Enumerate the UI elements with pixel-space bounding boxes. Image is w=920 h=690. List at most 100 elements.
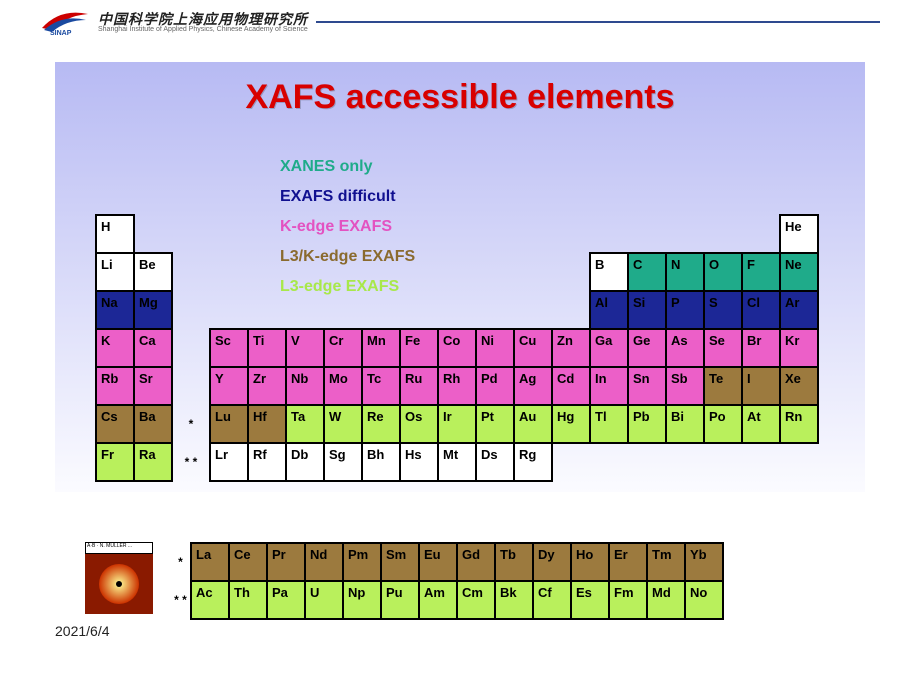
element-cell-am: Am (419, 581, 457, 619)
element-cell-ra: Ra (134, 443, 172, 481)
element-cell-rb: Rb (96, 367, 134, 405)
element-cell-pt: Pt (476, 405, 514, 443)
thumb-caption: A·B · N. MÜLLER ... (85, 542, 153, 554)
element-cell-fm: Fm (609, 581, 647, 619)
element-cell-o: O (704, 253, 742, 291)
element-cell-co: Co (438, 329, 476, 367)
element-cell-kr: Kr (780, 329, 818, 367)
element-cell-xe: Xe (780, 367, 818, 405)
element-cell-bk: Bk (495, 581, 533, 619)
element-cell-rh: Rh (438, 367, 476, 405)
fblock-marker: * (171, 543, 191, 581)
element-cell-ac: Ac (191, 581, 229, 619)
element-cell-ba: Ba (134, 405, 172, 443)
element-cell-mt: Mt (438, 443, 476, 481)
element-cell-fe: Fe (400, 329, 438, 367)
element-cell-ag: Ag (514, 367, 552, 405)
lanthanide-marker: * * (172, 443, 210, 481)
element-cell-v: V (286, 329, 324, 367)
element-cell-as: As (666, 329, 704, 367)
element-cell-n: N (666, 253, 704, 291)
fblock-table: *LaCePrNdPmSmEuGdTbDyHoErTmYb* *AcThPaUN… (95, 542, 724, 620)
element-cell-mg: Mg (134, 291, 172, 329)
element-cell-os: Os (400, 405, 438, 443)
fblock-marker: * * (171, 581, 191, 619)
element-cell-md: Md (647, 581, 685, 619)
element-cell-ca: Ca (134, 329, 172, 367)
element-cell-mo: Mo (324, 367, 362, 405)
element-cell-tb: Tb (495, 543, 533, 581)
element-cell-pr: Pr (267, 543, 305, 581)
element-cell-cr: Cr (324, 329, 362, 367)
element-cell-be: Be (134, 253, 172, 291)
legend-item: XANES only (280, 152, 415, 182)
element-cell-bi: Bi (666, 405, 704, 443)
page-header: SINAP 中国科学院上海应用物理研究所 Shanghai Institute … (0, 0, 920, 38)
element-cell-th: Th (229, 581, 267, 619)
diffraction-orb-icon (99, 564, 139, 604)
element-cell-re: Re (362, 405, 400, 443)
element-cell-rn: Rn (780, 405, 818, 443)
element-cell-dy: Dy (533, 543, 571, 581)
element-cell-rf: Rf (248, 443, 286, 481)
corner-thumbnail: A·B · N. MÜLLER ... (85, 542, 153, 614)
slide-area: XAFS accessible elements XANES onlyEXAFS… (55, 62, 865, 647)
element-cell-tc: Tc (362, 367, 400, 405)
logo-text: 中国科学院上海应用物理研究所 Shanghai Institute of App… (98, 12, 308, 33)
element-cell-ds: Ds (476, 443, 514, 481)
element-cell-lu: Lu (210, 405, 248, 443)
element-cell-pd: Pd (476, 367, 514, 405)
element-cell-nb: Nb (286, 367, 324, 405)
element-cell-pb: Pb (628, 405, 666, 443)
element-cell-ti: Ti (248, 329, 286, 367)
element-cell-ne: Ne (780, 253, 818, 291)
element-cell-cd: Cd (552, 367, 590, 405)
element-cell-sc: Sc (210, 329, 248, 367)
element-cell-fr: Fr (96, 443, 134, 481)
element-cell-np: Np (343, 581, 381, 619)
element-cell-cs: Cs (96, 405, 134, 443)
element-cell-cl: Cl (742, 291, 780, 329)
element-cell-p: P (666, 291, 704, 329)
element-cell-zn: Zn (552, 329, 590, 367)
slide-title: XAFS accessible elements (55, 62, 865, 117)
element-cell-bh: Bh (362, 443, 400, 481)
element-cell-ga: Ga (590, 329, 628, 367)
element-cell-k: K (96, 329, 134, 367)
element-cell-la: La (191, 543, 229, 581)
element-cell-s: S (704, 291, 742, 329)
element-cell-po: Po (704, 405, 742, 443)
legend-item: EXAFS difficult (280, 182, 415, 212)
element-cell-i: I (742, 367, 780, 405)
element-cell-h: H (96, 215, 134, 253)
element-cell-al: Al (590, 291, 628, 329)
element-cell-ru: Ru (400, 367, 438, 405)
element-cell-y: Y (210, 367, 248, 405)
element-cell-nd: Nd (305, 543, 343, 581)
element-cell-sr: Sr (134, 367, 172, 405)
element-cell-yb: Yb (685, 543, 723, 581)
element-cell-cm: Cm (457, 581, 495, 619)
element-cell-in: In (590, 367, 628, 405)
element-cell-li: Li (96, 253, 134, 291)
element-cell-na: Na (96, 291, 134, 329)
element-cell-cu: Cu (514, 329, 552, 367)
element-cell-gd: Gd (457, 543, 495, 581)
logo-block: SINAP 中国科学院上海应用物理研究所 Shanghai Institute … (40, 8, 308, 36)
element-cell-ni: Ni (476, 329, 514, 367)
element-cell-pm: Pm (343, 543, 381, 581)
logo-cn: 中国科学院上海应用物理研究所 (98, 12, 308, 26)
element-cell-ce: Ce (229, 543, 267, 581)
element-cell-at: At (742, 405, 780, 443)
element-cell-hf: Hf (248, 405, 286, 443)
element-cell-ge: Ge (628, 329, 666, 367)
element-cell-rg: Rg (514, 443, 552, 481)
element-cell-cf: Cf (533, 581, 571, 619)
element-cell-tl: Tl (590, 405, 628, 443)
element-cell-er: Er (609, 543, 647, 581)
element-cell-f: F (742, 253, 780, 291)
logo-en: Shanghai Institute of Applied Physics, C… (98, 26, 308, 33)
element-cell-sg: Sg (324, 443, 362, 481)
element-cell-b: B (590, 253, 628, 291)
element-cell-br: Br (742, 329, 780, 367)
